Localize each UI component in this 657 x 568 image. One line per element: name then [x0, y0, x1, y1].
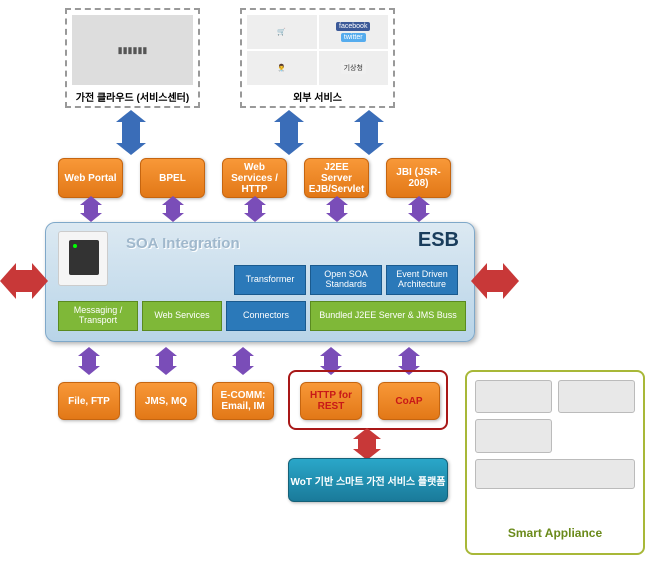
red-arrow-down-icon: [358, 438, 376, 450]
ext-label: 외부 서비스: [247, 89, 388, 104]
oven-icon: [475, 419, 552, 452]
appliance-label: Smart Appliance: [475, 526, 635, 540]
purple-arrow-icon: [412, 204, 426, 214]
server-rack-image: ▮▮▮▮▮▮: [72, 15, 193, 85]
adapter-box: J2EE Server EJB/Servlet: [304, 158, 369, 198]
connector-box: E-COMM: Email, IM: [212, 382, 274, 420]
facebook-icon: facebook: [336, 22, 370, 31]
adapter-box: Web Portal: [58, 158, 123, 198]
cloud-label: 가전 클라우드 (서비스센터): [72, 89, 193, 104]
ext-img-2: 👨‍⚕️: [247, 51, 317, 85]
esb-component: Connectors: [226, 301, 306, 331]
purple-arrow-icon: [324, 355, 338, 367]
red-arrow-right-icon: [485, 270, 505, 292]
blue-arrow-icon: [122, 120, 140, 145]
connector-box: JMS, MQ: [135, 382, 197, 420]
server-icon: [58, 231, 108, 286]
aircon-icon: [475, 459, 635, 489]
purple-arrow-icon: [84, 204, 98, 214]
twitter-icon: twitter: [341, 33, 366, 42]
wot-platform-block: WoT 기반 스마트 가전 서비스 플랫폼: [288, 458, 448, 502]
purple-arrow-icon: [330, 204, 344, 214]
red-arrow-left-icon: [14, 270, 34, 292]
purple-arrow-icon: [402, 355, 416, 367]
purple-arrow-icon: [248, 204, 262, 214]
social-icons: facebook twitter: [319, 15, 389, 49]
refrigerator-icon: [558, 380, 635, 413]
blue-arrow-icon: [280, 120, 298, 145]
external-icons: 🛒 facebook twitter 👨‍⚕️ 기상청: [247, 15, 388, 85]
purple-arrow-icon: [159, 355, 173, 367]
kma-icon: 기상청: [319, 51, 389, 85]
cloud-service-box: ▮▮▮▮▮▮ 가전 클라우드 (서비스센터): [65, 8, 200, 108]
adapter-box: BPEL: [140, 158, 205, 198]
rest-coap-group: [288, 370, 448, 430]
esb-component: Event Driven Architecture: [386, 265, 458, 295]
wot-label: WoT 기반 스마트 가전 서비스 플랫폼: [291, 473, 446, 488]
purple-arrow-icon: [166, 204, 180, 214]
purple-arrow-icon: [236, 355, 250, 367]
smart-appliance-box: Smart Appliance: [465, 370, 645, 555]
blue-arrow-icon: [360, 120, 378, 145]
adapter-box: JBI (JSR-208): [386, 158, 451, 198]
esb-title: ESB: [418, 229, 459, 252]
connector-box: File, FTP: [58, 382, 120, 420]
tv-icon: [475, 380, 552, 413]
esb-block: SOA Integration ESB TransformerOpen SOA …: [45, 222, 475, 342]
esb-component: Web Services: [142, 301, 222, 331]
esb-component: Transformer: [234, 265, 306, 295]
esb-component: Bundled J2EE Server & JMS Buss: [310, 301, 466, 331]
external-service-box: 🛒 facebook twitter 👨‍⚕️ 기상청 외부 서비스: [240, 8, 395, 108]
soa-title: SOA Integration: [126, 235, 240, 252]
purple-arrow-icon: [82, 355, 96, 367]
esb-component: Messaging / Transport: [58, 301, 138, 331]
adapter-box: Web Services / HTTP: [222, 158, 287, 198]
esb-component: Open SOA Standards: [310, 265, 382, 295]
ext-img-1: 🛒: [247, 15, 317, 49]
